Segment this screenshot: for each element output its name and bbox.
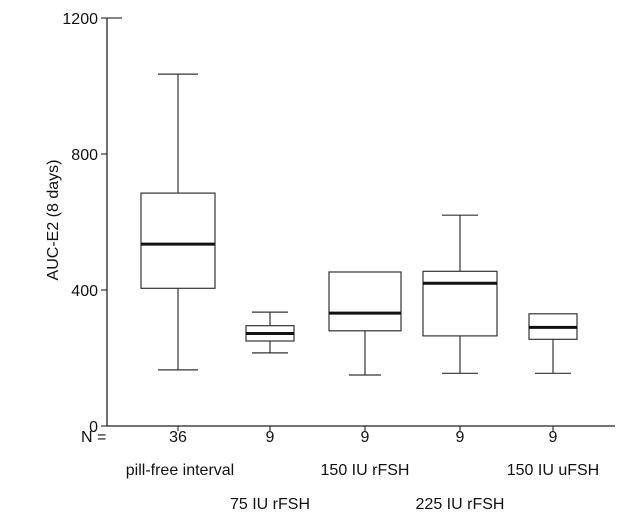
- box-iqr: [328, 271, 402, 332]
- n-prefix-label: N =: [81, 429, 106, 446]
- y-axis-title: AUC-E2 (8 days): [45, 160, 62, 281]
- category-label: 75 IU rFSH: [230, 496, 310, 513]
- y-tick-label: 400: [71, 283, 98, 300]
- box-1: [140, 73, 216, 371]
- y-tick-label: 800: [71, 147, 98, 164]
- box-iqr: [140, 192, 216, 289]
- category-label: pill-free interval: [126, 462, 234, 479]
- y-ticks: 0 400 800 1200: [62, 11, 107, 436]
- box-4: [422, 214, 498, 374]
- category-label: 150 IU rFSH: [321, 462, 410, 479]
- category-label: 225 IU rFSH: [416, 496, 505, 513]
- n-value: 36: [169, 429, 187, 446]
- box-3: [328, 271, 402, 376]
- boxes: [140, 73, 578, 376]
- category-labels: pill-free interval 75 IU rFSH 150 IU rFSH 2…: [126, 462, 599, 513]
- category-label: 150 IU uFSH: [507, 462, 599, 479]
- n-value: 9: [361, 429, 370, 446]
- box-2: [245, 311, 295, 354]
- y-tick-label: 1200: [62, 11, 98, 28]
- box-5: [528, 313, 578, 374]
- box-iqr: [422, 270, 498, 337]
- axes: [106, 17, 615, 431]
- n-value: 9: [549, 429, 558, 446]
- y-tick-label: 0: [89, 419, 98, 436]
- n-row: N = 36 9 9 9 9: [81, 429, 558, 446]
- n-value: 9: [266, 429, 275, 446]
- n-value: 9: [456, 429, 465, 446]
